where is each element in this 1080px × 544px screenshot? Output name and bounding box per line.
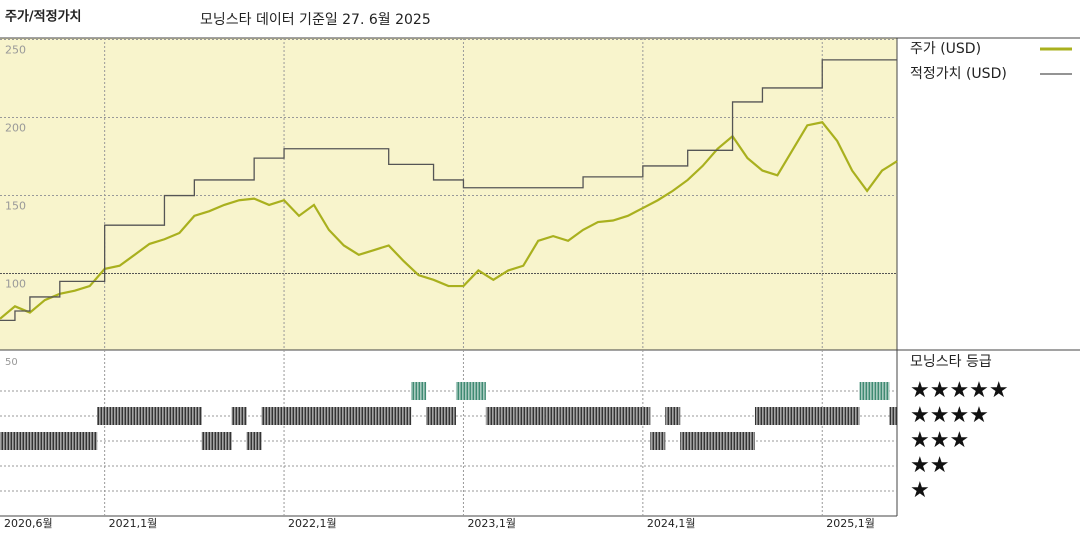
rating-bar-texture <box>695 432 711 450</box>
rating-bar-texture <box>276 407 292 425</box>
rating-bar-texture <box>740 432 755 450</box>
rating-bar-texture <box>844 407 860 425</box>
rating-label: ★★ <box>910 453 949 478</box>
legend-label: 적정가치 (USD) <box>910 66 1007 82</box>
rating-bar-texture <box>680 432 696 450</box>
rating-bar-texture <box>381 407 397 425</box>
rating-bar-texture <box>799 407 815 425</box>
rating-bar-texture <box>97 407 113 425</box>
rating-bar-texture <box>769 407 785 425</box>
rating-bar-texture <box>186 407 202 425</box>
rating-label: ★★★ <box>910 428 969 453</box>
series-line <box>0 59 897 322</box>
rating-bar-texture <box>82 432 98 450</box>
rating-label: ★ <box>910 478 930 503</box>
rating-bar-texture <box>112 407 128 425</box>
rating-bar-texture <box>650 432 666 450</box>
legend-label: 주가 (USD) <box>910 41 981 57</box>
rating-bar-texture <box>411 382 427 400</box>
rating-bar-texture <box>605 407 621 425</box>
rating-bar-texture <box>455 382 471 400</box>
rating-bar-texture <box>306 407 322 425</box>
rating-bar-texture <box>67 432 83 450</box>
x-tick-label: 2021,1월 <box>109 517 158 530</box>
rating-bar-texture <box>590 407 606 425</box>
rating-bar-texture <box>635 407 651 425</box>
x-tick-label: 2023,1월 <box>467 517 516 530</box>
rating-bar-texture <box>665 407 681 425</box>
rating-bar-texture <box>784 407 800 425</box>
rating-bar-texture <box>231 407 247 425</box>
series-line <box>0 121 898 320</box>
rating-bar-texture <box>441 407 456 425</box>
rating-bar-texture <box>874 382 890 400</box>
rating-bar-texture <box>246 432 262 450</box>
rating-bar-texture <box>829 407 845 425</box>
rating-bar-texture <box>545 407 561 425</box>
rating-bar-texture <box>37 432 53 450</box>
plot-background <box>0 38 897 350</box>
rating-bar-texture <box>216 432 232 450</box>
rating-bar-texture <box>321 407 337 425</box>
rating-bar-texture <box>351 407 367 425</box>
rating-bar-texture <box>22 432 38 450</box>
rating-bar-texture <box>7 432 23 450</box>
rating-bar-texture <box>575 407 591 425</box>
rating-bar-texture <box>366 407 382 425</box>
rating-bar-texture <box>336 407 352 425</box>
rating-bar-texture <box>814 407 830 425</box>
rating-bar-texture <box>560 407 576 425</box>
rating-bar-texture <box>710 432 726 450</box>
rating-bar-texture <box>396 407 412 425</box>
rating-bar-texture <box>889 407 897 425</box>
rating-bar-texture <box>515 407 531 425</box>
rating-bar-texture <box>754 407 770 425</box>
rating-bar-texture <box>859 382 875 400</box>
chart-title: 주가/적정가치 <box>5 9 82 25</box>
y-tick-label: 200 <box>5 122 26 135</box>
rating-bar-texture <box>142 407 157 425</box>
x-tick-label: 2020,6월 <box>4 517 53 530</box>
x-tick-label: 2024,1월 <box>647 517 696 530</box>
rating-label: ★★★★★ <box>910 378 1009 403</box>
x-tick-label: 2025,1월 <box>826 517 875 530</box>
rating-bar-texture <box>485 407 501 425</box>
panel-tick: 50 <box>5 357 18 368</box>
y-tick-label: 150 <box>5 200 26 213</box>
rating-bar-texture <box>500 407 516 425</box>
rating-bar-texture <box>620 407 636 425</box>
rating-bar-texture <box>171 407 187 425</box>
y-tick-label: 100 <box>5 278 26 291</box>
rating-bar-texture <box>530 407 546 425</box>
rating-bar-texture <box>291 407 307 425</box>
rating-bar-texture <box>725 432 741 450</box>
rating-title: 모닝스타 등급 <box>910 354 992 370</box>
x-tick-label: 2022,1월 <box>288 517 337 530</box>
y-tick-label: 250 <box>5 44 26 57</box>
rating-bar-texture <box>261 407 277 425</box>
rating-bar-texture <box>127 407 143 425</box>
rating-label: ★★★★ <box>910 403 989 428</box>
rating-bar-texture <box>426 407 442 425</box>
rating-bar-texture <box>156 407 172 425</box>
rating-bar-texture <box>201 432 217 450</box>
rating-bar-texture <box>52 432 68 450</box>
chart-subtitle: 모닝스타 데이터 기준일 27. 6월 2025 <box>200 12 431 28</box>
rating-bar-texture <box>470 382 486 400</box>
